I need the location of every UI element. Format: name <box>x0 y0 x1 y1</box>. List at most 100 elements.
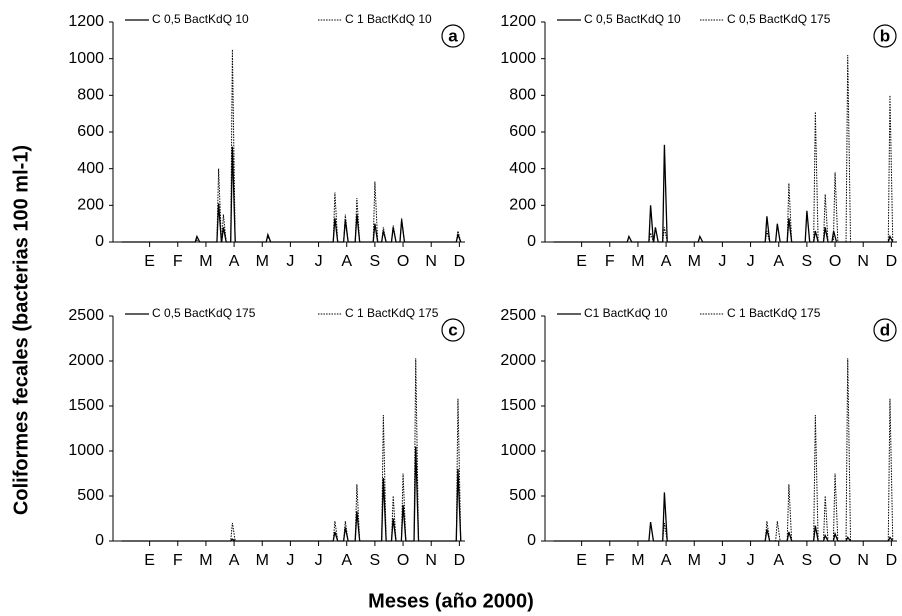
y-tick-label: 400 <box>77 160 104 177</box>
x-tick-label: O <box>397 253 409 270</box>
legend-label: C 0,5 BactKdQ 175 <box>727 12 831 26</box>
x-tick-label: S <box>802 253 813 270</box>
x-tick-label: E <box>576 552 587 569</box>
series-line <box>553 358 894 542</box>
y-tick-label: 0 <box>527 233 536 250</box>
legend-label: C 0,5 BactKdQ 10 <box>152 12 249 26</box>
x-tick-label: D <box>454 253 466 270</box>
y-tick-label: 2500 <box>500 307 536 324</box>
x-tick-label: J <box>718 253 726 270</box>
panel-badge <box>873 24 897 48</box>
panel-badge <box>441 318 465 342</box>
y-tick-label: 0 <box>527 532 536 549</box>
x-tick-label: J <box>315 552 323 569</box>
x-tick-label: J <box>747 253 755 270</box>
x-tick-label: J <box>315 253 323 270</box>
series-line <box>553 54 894 243</box>
y-axis-title: Coliformes fecales (bacterias 100 ml-1) <box>10 145 32 515</box>
x-tick-label: M <box>199 552 212 569</box>
x-tick-label: A <box>773 552 784 569</box>
y-tick-label: 0 <box>95 233 104 250</box>
x-tick-label: S <box>802 552 813 569</box>
x-tick-label: M <box>199 253 212 270</box>
x-tick-label: D <box>886 552 898 569</box>
series-line <box>553 144 894 243</box>
y-tick-label: 2500 <box>68 307 104 324</box>
x-tick-label: A <box>229 552 240 569</box>
y-tick-label: 2000 <box>500 352 536 369</box>
series-line <box>121 49 462 243</box>
series-line <box>121 358 462 542</box>
y-tick-label: 1200 <box>68 13 104 30</box>
x-tick-label: A <box>773 253 784 270</box>
x-tick-label: F <box>605 253 615 270</box>
x-tick-label: M <box>631 253 644 270</box>
x-tick-label: F <box>605 552 615 569</box>
x-tick-label: F <box>173 253 183 270</box>
series-line <box>121 446 462 542</box>
panel-label: c <box>448 320 457 339</box>
y-tick-label: 1000 <box>68 50 104 67</box>
x-tick-label: N <box>857 552 869 569</box>
panel-label: a <box>448 26 458 45</box>
legend-label: C1 BactKdQ 10 <box>584 306 668 320</box>
x-tick-label: A <box>661 253 672 270</box>
y-tick-label: 800 <box>509 87 536 104</box>
x-tick-label: O <box>397 552 409 569</box>
y-tick-label: 1500 <box>68 397 104 414</box>
x-tick-label: A <box>341 253 352 270</box>
x-axis-title: Meses (año 2000) <box>368 590 534 612</box>
y-tick-label: 800 <box>77 87 104 104</box>
x-tick-label: D <box>454 552 466 569</box>
legend-label: C 1 BactKdQ 175 <box>345 306 439 320</box>
x-tick-label: O <box>829 552 841 569</box>
y-tick-label: 2000 <box>68 352 104 369</box>
y-tick-label: 1500 <box>500 397 536 414</box>
y-tick-label: 200 <box>509 197 536 214</box>
x-tick-label: N <box>425 552 437 569</box>
panel-label: d <box>880 320 890 339</box>
y-tick-label: 200 <box>77 197 104 214</box>
x-tick-label: E <box>144 253 155 270</box>
series-line <box>553 492 894 542</box>
y-tick-label: 1000 <box>500 50 536 67</box>
panel-badge <box>441 24 465 48</box>
legend-label: C 1 BactKdQ 175 <box>727 306 821 320</box>
x-tick-label: N <box>425 253 437 270</box>
x-tick-label: E <box>144 552 155 569</box>
y-tick-label: 0 <box>95 532 104 549</box>
x-tick-label: J <box>286 552 294 569</box>
y-tick-label: 500 <box>509 487 536 504</box>
series-line <box>121 146 462 243</box>
x-tick-label: N <box>857 253 869 270</box>
panel-badge <box>873 318 897 342</box>
x-tick-label: F <box>173 552 183 569</box>
x-tick-label: M <box>688 253 701 270</box>
x-tick-label: M <box>688 552 701 569</box>
x-tick-label: J <box>747 552 755 569</box>
y-tick-label: 1000 <box>68 442 104 459</box>
x-tick-label: O <box>829 253 841 270</box>
legend-label: C 1 BactKdQ 10 <box>345 12 432 26</box>
x-tick-label: S <box>370 552 381 569</box>
y-tick-label: 1000 <box>500 442 536 459</box>
y-tick-label: 400 <box>509 160 536 177</box>
x-tick-label: S <box>370 253 381 270</box>
legend-label: C 0,5 BactKdQ 175 <box>152 306 256 320</box>
x-tick-label: J <box>286 253 294 270</box>
x-tick-label: D <box>886 253 898 270</box>
y-tick-label: 500 <box>77 487 104 504</box>
x-tick-label: A <box>661 552 672 569</box>
x-tick-label: A <box>341 552 352 569</box>
x-tick-label: E <box>576 253 587 270</box>
x-tick-label: M <box>256 253 269 270</box>
y-tick-label: 1200 <box>500 13 536 30</box>
legend-label: C 0,5 BactKdQ 10 <box>584 12 681 26</box>
x-tick-label: M <box>256 552 269 569</box>
y-tick-label: 600 <box>77 123 104 140</box>
y-tick-label: 600 <box>509 123 536 140</box>
x-tick-label: J <box>718 552 726 569</box>
x-tick-label: M <box>631 552 644 569</box>
x-tick-label: A <box>229 253 240 270</box>
